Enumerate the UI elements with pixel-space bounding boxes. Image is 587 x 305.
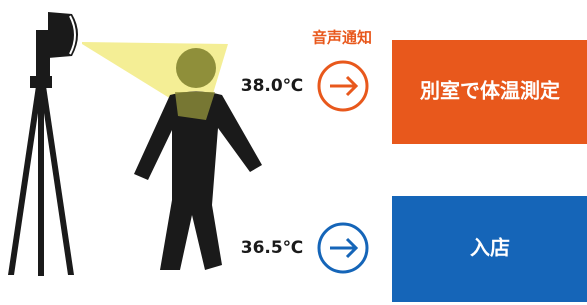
diagram: 音声通知 38.0℃ 別室で体温測定 36.5℃ 入店 bbox=[0, 0, 587, 305]
notice-label: 音声通知 bbox=[312, 29, 372, 47]
orange-arrow bbox=[319, 62, 367, 110]
high-action: 別室で体温測定 bbox=[420, 79, 560, 103]
high-temperature: 38.0℃ bbox=[241, 76, 304, 96]
normal-action: 入店 bbox=[470, 236, 510, 260]
tripod-camera bbox=[8, 12, 78, 276]
normal-temperature: 36.5℃ bbox=[241, 238, 304, 258]
blue-arrow bbox=[319, 224, 367, 272]
